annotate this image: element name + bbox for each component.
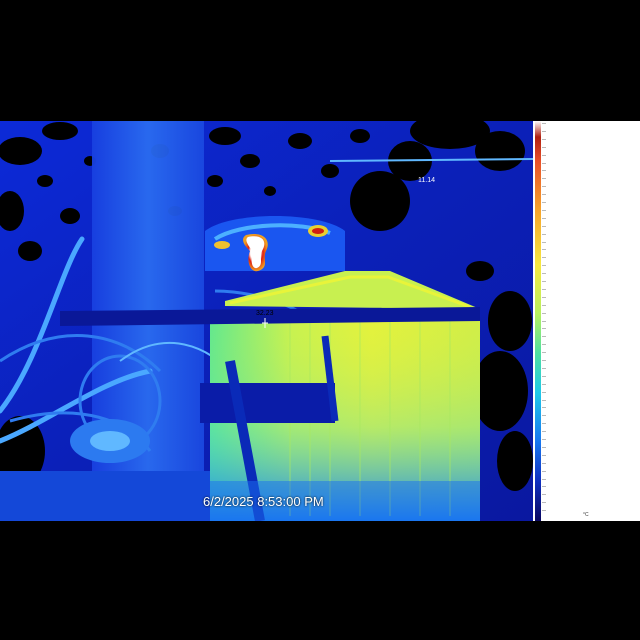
spot-crosshair-icon [262, 318, 268, 328]
scale-tick-mark [542, 296, 546, 298]
scale-tick-mark [542, 178, 546, 180]
scale-tick-mark [542, 383, 546, 385]
scale-tick-mark [542, 225, 546, 227]
scale-tick-mark [542, 217, 546, 219]
temperature-scale-ticks [542, 123, 562, 519]
scale-tick-mark [542, 273, 546, 275]
scale-tick-mark [542, 241, 546, 243]
scale-tick-mark [542, 146, 546, 148]
scale-tick-mark [542, 352, 546, 354]
temperature-color-bar [535, 121, 541, 521]
scale-tick-mark [542, 257, 546, 259]
scale-tick-mark [542, 123, 546, 124]
scale-tick-mark [542, 130, 546, 132]
scale-tick-mark [542, 407, 546, 409]
scale-tick-mark [542, 194, 546, 196]
scale-tick-mark [542, 249, 546, 251]
scale-tick-mark [542, 415, 546, 417]
scale-tick-mark [542, 360, 546, 361]
scale-tick-mark [542, 502, 546, 504]
scale-tick-mark [542, 375, 546, 377]
center-spot-reading: 32.23 [256, 310, 274, 317]
scale-tick-mark [542, 478, 546, 480]
scale-tick-mark [542, 431, 546, 433]
scale-tick-mark [542, 312, 546, 314]
scale-tick-mark [542, 470, 546, 472]
scale-tick-mark [542, 336, 546, 338]
scale-unit-label: °C [583, 512, 589, 518]
scale-tick-mark [542, 320, 546, 322]
scale-tick-mark [542, 186, 546, 188]
scale-tick-mark [542, 288, 546, 290]
background-spot-reading: 11.14 [418, 177, 435, 184]
scale-tick-mark [542, 399, 546, 401]
scale-tick-mark [542, 138, 546, 140]
scale-tick-mark [542, 344, 546, 346]
thermal-image [0, 121, 533, 521]
scale-tick-mark [542, 162, 546, 164]
scale-tick-mark [542, 454, 546, 456]
scale-tick-mark [542, 328, 546, 330]
capture-timestamp: 6/2/2025 8:53:00 PM [203, 494, 324, 509]
scale-tick-mark [542, 202, 546, 203]
temperature-scale-panel: °C [533, 121, 640, 521]
scale-tick-mark [542, 423, 546, 425]
scale-tick-mark [542, 510, 546, 512]
scale-tick-mark [542, 486, 546, 488]
scale-tick-mark [542, 391, 546, 393]
scale-tick-mark [542, 209, 546, 211]
scale-tick-mark [542, 154, 546, 156]
scale-tick-mark [542, 462, 546, 464]
letterbox-top [0, 0, 640, 121]
scale-tick-mark [542, 367, 546, 369]
scale-tick-mark [542, 170, 546, 172]
scale-tick-mark [542, 494, 546, 496]
scale-tick-mark [542, 304, 546, 306]
scale-tick-mark [542, 446, 546, 448]
scale-tick-mark [542, 265, 546, 267]
scale-tick-mark [542, 233, 546, 235]
letterbox-bottom [0, 521, 640, 640]
scale-tick-mark [542, 281, 546, 282]
scale-tick-mark [542, 439, 546, 440]
